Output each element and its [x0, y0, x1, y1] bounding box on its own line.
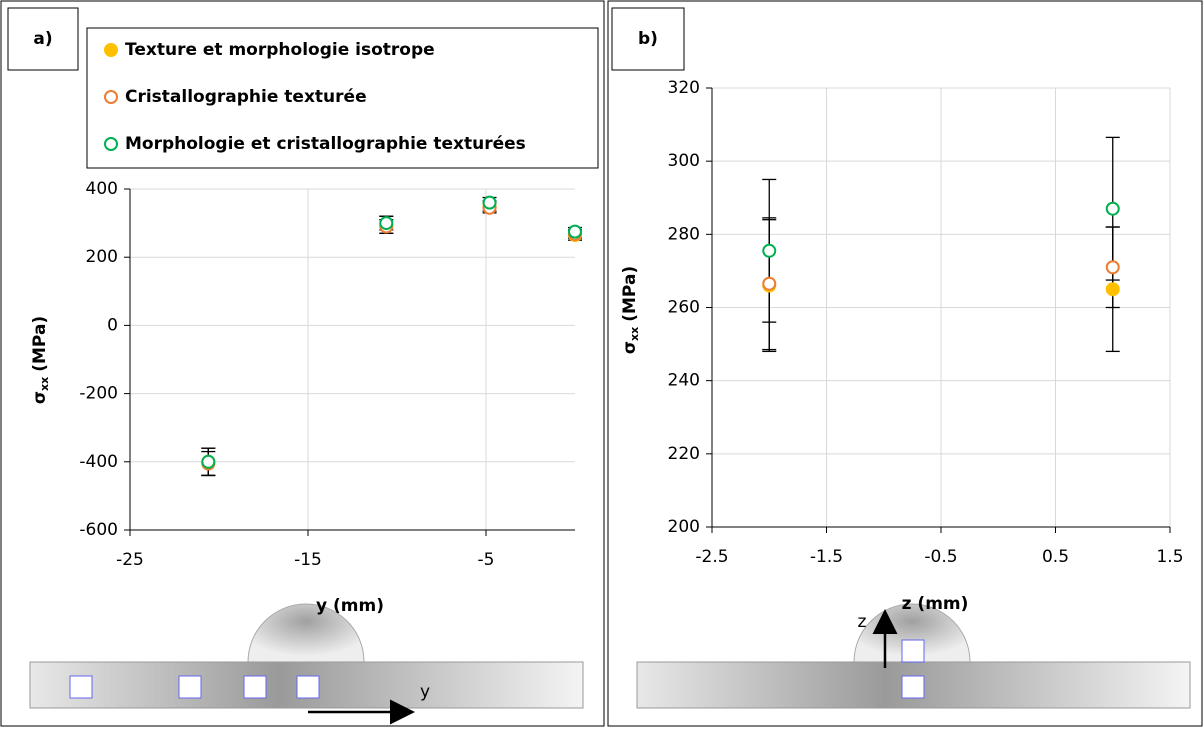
x-axis-label: z (mm) [902, 594, 969, 614]
panel-label-box [7, 7, 79, 71]
y-axis-label: σxx (MPa) [30, 316, 51, 404]
y-axis-label: σxx (MPa) [620, 266, 641, 354]
y-tick-label: 220 [668, 444, 700, 464]
panel-frame [0, 0, 605, 727]
panel-label-box [611, 7, 685, 71]
y-tick-label: 320 [668, 78, 700, 98]
probe [901, 639, 925, 663]
y-axis-label-part: σ [30, 391, 50, 404]
y-tick-label: -200 [79, 384, 118, 404]
y-axis-label-part: σ [620, 341, 640, 354]
y-axis-label-part: xx [38, 377, 51, 391]
legend-label: Cristallographie texturée [125, 87, 367, 107]
weld-bead [247, 603, 365, 663]
y-axis-label-part: xx [628, 327, 641, 341]
point [568, 224, 582, 239]
y-axis-label-part: (MPa) [620, 266, 640, 322]
y-tick-label: 260 [668, 298, 700, 318]
legend-marker [104, 90, 118, 104]
y-tick-label: 200 [668, 517, 700, 537]
y-tick-label: -400 [79, 452, 118, 472]
y-tick-label: -600 [79, 520, 118, 540]
diagram-label: z [858, 612, 867, 632]
point [1105, 260, 1120, 275]
point [1105, 201, 1120, 216]
probe [178, 675, 202, 699]
plate [636, 661, 1191, 709]
diagram-label: y [420, 682, 430, 702]
point [1105, 282, 1120, 297]
legend-marker [104, 43, 118, 57]
y-tick-label: 200 [86, 247, 118, 267]
legend-label: Morphologie et cristallographie texturée… [125, 134, 526, 154]
panel-frame [607, 0, 1203, 727]
x-tick-label: -1.5 [810, 547, 843, 567]
point [762, 243, 777, 258]
point [379, 216, 394, 231]
point [482, 195, 497, 210]
legend-label: Texture et morphologie isotrope [125, 40, 435, 60]
panel-label: a) [33, 29, 52, 49]
probe [243, 675, 267, 699]
panel-label: b) [638, 29, 658, 49]
point [201, 454, 216, 469]
point [762, 276, 777, 291]
x-tick-label: -5 [478, 550, 495, 570]
y-tick-label: 300 [668, 151, 700, 171]
legend-box [86, 27, 599, 169]
y-tick-label: 0 [107, 315, 118, 335]
y-tick-label: 240 [668, 371, 700, 391]
y-tick-label: 280 [668, 224, 700, 244]
x-tick-label: -15 [294, 550, 322, 570]
x-tick-label: -0.5 [924, 547, 957, 567]
y-tick-label: 400 [86, 179, 118, 199]
x-tick-label: 1.5 [1156, 547, 1183, 567]
y-axis-label-part: (MPa) [30, 316, 50, 372]
x-tick-label: 0.5 [1042, 547, 1069, 567]
probe [901, 675, 925, 699]
legend-marker [104, 137, 118, 151]
x-tick-label: -25 [116, 550, 144, 570]
probe [69, 675, 93, 699]
x-tick-label: -2.5 [695, 547, 728, 567]
x-axis-label: y (mm) [316, 596, 384, 616]
probe [296, 675, 320, 699]
